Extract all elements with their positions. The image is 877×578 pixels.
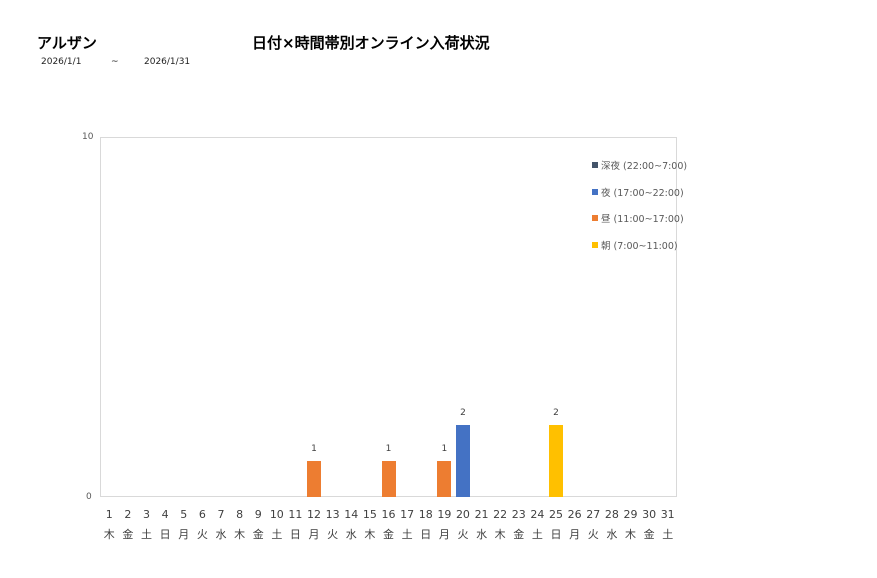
x-tick-weekday: 金 xyxy=(252,528,264,541)
y-tick-max: 10 xyxy=(82,132,94,142)
x-tick-day: 22 xyxy=(493,508,508,521)
x-tick-day: 13 xyxy=(325,508,340,521)
bar-value-label: 1 xyxy=(311,444,317,454)
x-tick-day: 3 xyxy=(143,508,151,521)
x-tick-day: 4 xyxy=(161,508,169,521)
bar-value-label: 1 xyxy=(441,444,448,454)
x-tick-weekday: 日 xyxy=(550,528,562,541)
x-tick-weekday: 木 xyxy=(103,528,115,541)
x-tick-weekday: 水 xyxy=(215,528,227,541)
x-tick-weekday: 月 xyxy=(178,528,190,541)
x-tick-weekday: 土 xyxy=(662,528,674,541)
bar xyxy=(307,461,322,497)
x-tick-weekday: 火 xyxy=(587,528,599,541)
x-tick-day: 28 xyxy=(604,508,619,521)
x-tick-day: 10 xyxy=(269,508,284,521)
x-tick-weekday: 日 xyxy=(420,528,432,541)
legend-swatch-icon xyxy=(592,188,598,195)
x-tick-weekday: 火 xyxy=(327,528,339,541)
legend-item-late-night: 深夜 (22:00~7:00) xyxy=(592,152,687,179)
legend-item-night: 夜 (17:00~22:00) xyxy=(592,179,687,206)
x-tick-weekday: 月 xyxy=(569,528,581,541)
x-tick-day: 25 xyxy=(549,508,564,521)
legend-swatch-icon xyxy=(592,162,598,169)
legend-swatch-icon xyxy=(592,215,598,222)
x-tick-day: 24 xyxy=(530,508,545,521)
x-tick-weekday: 火 xyxy=(196,528,208,541)
x-tick-day: 7 xyxy=(217,508,225,521)
legend-swatch-icon xyxy=(592,241,598,248)
bar xyxy=(437,461,452,497)
x-tick-day: 2 xyxy=(124,508,132,521)
x-tick-day: 30 xyxy=(642,508,657,521)
x-tick-day: 14 xyxy=(344,508,359,521)
x-tick-day: 29 xyxy=(623,508,638,521)
x-tick-day: 5 xyxy=(180,508,188,521)
x-tick-day: 23 xyxy=(511,508,526,521)
date-separator: ~ xyxy=(111,57,119,67)
x-tick-day: 26 xyxy=(567,508,582,521)
x-tick-day: 8 xyxy=(236,508,244,521)
x-tick-day: 17 xyxy=(400,508,415,521)
x-tick-day: 6 xyxy=(198,508,206,521)
x-tick-weekday: 木 xyxy=(234,528,246,541)
x-tick-weekday: 水 xyxy=(476,528,488,541)
x-tick-day: 21 xyxy=(474,508,489,521)
plot-area xyxy=(100,137,677,497)
bar-value-label: 2 xyxy=(460,408,466,418)
x-tick-weekday: 木 xyxy=(364,528,376,541)
x-tick-weekday: 月 xyxy=(308,528,320,541)
x-tick-day: 11 xyxy=(288,508,303,521)
x-tick-weekday: 金 xyxy=(383,528,394,541)
bar xyxy=(549,425,564,497)
x-tick-weekday: 土 xyxy=(141,528,153,541)
x-tick-weekday: 月 xyxy=(438,528,450,541)
bar-value-label: 2 xyxy=(553,408,559,418)
y-tick-zero: 0 xyxy=(86,492,92,502)
x-tick-weekday: 土 xyxy=(271,528,283,541)
x-tick-weekday: 土 xyxy=(531,528,543,541)
bar xyxy=(455,425,470,497)
x-tick-day: 15 xyxy=(362,508,377,521)
x-tick-day: 12 xyxy=(307,508,322,521)
x-tick-weekday: 木 xyxy=(494,528,506,541)
x-tick-weekday: 木 xyxy=(624,528,636,541)
x-tick-weekday: 火 xyxy=(457,528,469,541)
x-tick-day: 19 xyxy=(437,508,452,521)
bar xyxy=(381,461,396,497)
x-tick-day: 20 xyxy=(455,508,470,521)
x-tick-day: 27 xyxy=(586,508,601,521)
x-tick-weekday: 土 xyxy=(401,528,413,541)
x-tick-weekday: 日 xyxy=(159,528,171,541)
x-tick-weekday: 日 xyxy=(289,528,301,541)
chart-title: 日付×時間帯別オンライン入荷状況 xyxy=(252,34,490,52)
legend: 深夜 (22:00~7:00) 夜 (17:00~22:00) 昼 (11:00… xyxy=(592,152,687,258)
legend-item-morning: 朝 (7:00~11:00) xyxy=(592,232,687,259)
x-tick-day: 31 xyxy=(660,508,675,521)
x-tick-day: 18 xyxy=(418,508,433,521)
store-name: アルザン xyxy=(37,34,97,52)
x-tick-day: 9 xyxy=(254,508,262,521)
x-tick-weekday: 金 xyxy=(122,528,134,541)
date-from: 2026/1/1 xyxy=(41,57,82,67)
x-tick-day: 1 xyxy=(105,508,113,521)
x-tick-weekday: 金 xyxy=(513,528,525,541)
legend-item-daytime: 昼 (11:00~17:00) xyxy=(592,205,687,232)
x-tick-weekday: 水 xyxy=(345,528,357,541)
bar-value-label: 1 xyxy=(385,444,392,454)
x-tick-weekday: 金 xyxy=(643,528,655,541)
x-tick-day: 16 xyxy=(381,508,396,521)
date-to: 2026/1/31 xyxy=(144,57,191,67)
x-tick-weekday: 水 xyxy=(606,528,618,541)
